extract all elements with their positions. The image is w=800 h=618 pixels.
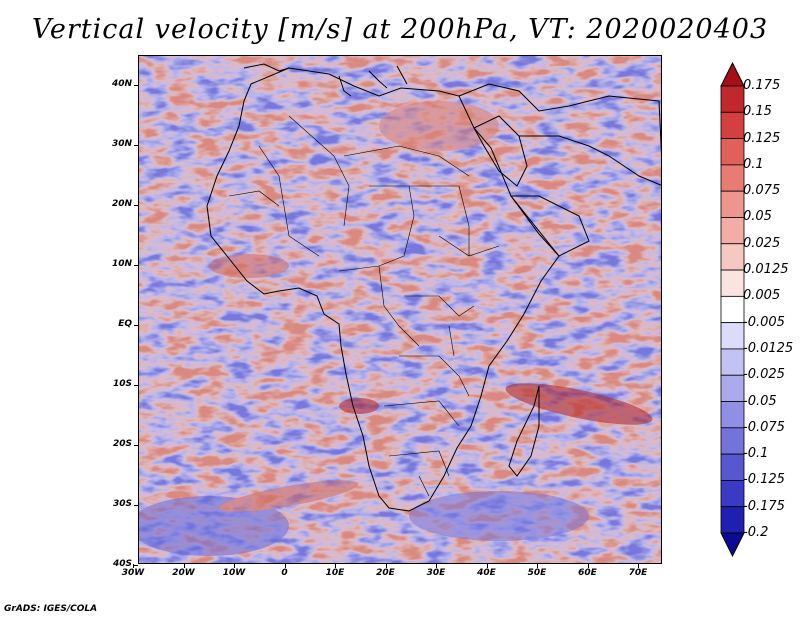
lon-tick: [284, 564, 286, 568]
colorbar-bottom-arrow: [720, 532, 745, 557]
lat-label: 10N: [111, 259, 132, 269]
lon-label: 50E: [527, 568, 547, 578]
colorbar-label: -0.1: [743, 446, 769, 462]
colorbar-box: [720, 138, 745, 166]
colorbar-label: 0.125: [743, 130, 781, 146]
lon-label: 30E: [426, 568, 446, 578]
lon-label: 0: [281, 568, 288, 578]
colorbar-box: [720, 453, 745, 481]
colorbar-top-arrow: [720, 62, 745, 87]
lon-tick: [436, 564, 437, 568]
colorbar-box: [720, 322, 745, 350]
colorbar-label: -0.2: [743, 525, 769, 540]
colorbar-label: 0.0125: [743, 262, 789, 278]
coastlines: [206, 63, 661, 512]
lon-label: 10E: [325, 568, 345, 578]
colorbar: [720, 62, 745, 557]
colorbar-box: [720, 111, 745, 139]
lon-tick: [183, 564, 185, 568]
lon-label: 70E: [628, 568, 648, 578]
lat-label: 40S: [112, 559, 132, 569]
borders: [228, 115, 500, 497]
colorbar-label: -0.125: [743, 472, 785, 488]
lat-label: 20N: [111, 199, 132, 209]
colorbar-box: [720, 85, 745, 113]
lat-label: 40N: [111, 79, 132, 89]
lat-tick: [134, 325, 138, 326]
colorbar-box: [720, 295, 745, 324]
colorbar-label: 0.175: [743, 78, 781, 93]
lon-label: 40E: [477, 568, 496, 578]
colorbar-box: [720, 164, 745, 192]
lat-tick: [134, 385, 138, 386]
colorbar-box: [720, 217, 745, 245]
colorbar-box: [720, 348, 745, 376]
lon-tick: [638, 564, 639, 568]
lat-tick: [134, 565, 138, 566]
colorbar-label: 0.005: [743, 288, 781, 304]
colorbar-label: -0.025: [743, 367, 785, 383]
colorbar-box: [720, 269, 745, 297]
map-panel: [138, 55, 662, 564]
lat-label: 30N: [111, 139, 132, 149]
lon-label: 60E: [578, 568, 597, 578]
lat-label: 20S: [112, 439, 132, 449]
lon-tick: [486, 564, 488, 568]
lon-label: 10W: [222, 568, 246, 578]
lon-tick: [234, 564, 235, 568]
lat-tick: [134, 145, 138, 146]
lon-tick: [537, 564, 538, 568]
colorbar-label: -0.075: [743, 419, 785, 435]
lat-tick: [134, 85, 138, 86]
lon-label: 20W: [172, 568, 195, 578]
lat-tick: [134, 505, 138, 506]
colorbar-box: [720, 427, 745, 455]
lat-label: 10S: [112, 379, 132, 389]
lon-tick: [133, 564, 134, 568]
colorbar-label: -0.05: [743, 393, 777, 409]
lat-tick: [134, 265, 138, 266]
lon-tick: [335, 564, 336, 568]
colorbar-label: -0.0125: [743, 340, 794, 356]
lon-label: 30W: [121, 568, 145, 578]
colorbar-label: 0.075: [743, 183, 781, 199]
colorbar-box: [720, 190, 745, 218]
colorbar-label: 0.025: [743, 235, 781, 251]
colorbar-box: [720, 506, 745, 534]
field-patches: [139, 101, 653, 556]
chart-title: Vertical velocity [m/s] at 200hPa, VT: 2…: [31, 14, 769, 45]
colorbar-box: [720, 480, 745, 508]
colorbar-label: 0.1: [743, 156, 764, 172]
footer-credit: GrADS: IGES/COLA: [4, 604, 98, 614]
colorbar-label: 0.05: [743, 209, 772, 225]
lon-tick: [587, 564, 589, 568]
colorbar-label: 0.15: [743, 104, 772, 120]
colorbar-label: -0.005: [743, 314, 785, 330]
lon-tick: [385, 564, 387, 568]
colorbar-label: -0.175: [743, 498, 785, 514]
lat-tick: [134, 205, 138, 206]
colorbar-box: [720, 401, 745, 429]
lat-tick: [134, 445, 138, 446]
colorbar-box: [720, 243, 745, 271]
lat-label: EQ: [118, 319, 132, 329]
lon-label: 20E: [376, 568, 395, 578]
colorbar-box: [720, 374, 745, 402]
lat-label: 30S: [112, 499, 132, 509]
velocity-field: [139, 56, 661, 563]
